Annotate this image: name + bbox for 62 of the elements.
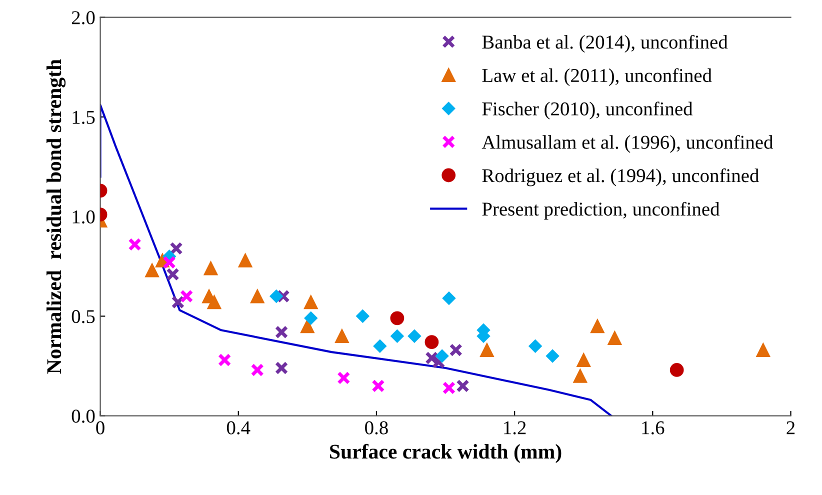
point	[670, 363, 684, 377]
x-tick-label: 0.8	[365, 421, 388, 434]
point	[480, 343, 494, 357]
legend-label: Present prediction, unconfined	[482, 202, 720, 220]
point	[171, 296, 185, 309]
point	[170, 242, 183, 256]
point	[180, 290, 194, 303]
x-tick-label: 1.6	[642, 421, 664, 434]
y-tick-label: 0.0	[72, 410, 95, 423]
point	[304, 312, 318, 325]
x-tick-label: 0.4	[226, 421, 250, 434]
point	[546, 349, 560, 363]
point	[270, 290, 283, 303]
y-tick-label: 2.0	[72, 11, 95, 24]
point	[250, 363, 264, 377]
point	[590, 319, 604, 334]
point	[250, 289, 264, 304]
point	[456, 379, 470, 393]
point	[356, 310, 370, 323]
point	[274, 361, 288, 375]
point	[274, 326, 288, 339]
point	[128, 238, 142, 252]
point	[390, 330, 404, 343]
point	[442, 292, 456, 305]
point	[218, 353, 232, 367]
point	[304, 295, 318, 310]
x-tick-label: 1.2	[504, 421, 526, 434]
point	[337, 371, 350, 385]
point	[276, 290, 290, 303]
legend-label: Law et al. (2011), unconfined	[482, 68, 712, 86]
point	[238, 253, 252, 268]
point	[608, 331, 622, 346]
point	[408, 330, 422, 343]
point	[390, 311, 404, 326]
point	[576, 353, 591, 367]
point	[162, 256, 176, 269]
y-axis-title: Normalized residual bond strength	[46, 59, 66, 374]
x-tick-label: 0	[96, 421, 104, 434]
point	[335, 329, 349, 344]
point	[573, 369, 588, 383]
point	[373, 339, 387, 353]
point	[435, 349, 449, 363]
legend-label: Almusallam et al. (1996), unconfined	[482, 134, 774, 153]
legend-label: Rodriguez et al. (1994), unconfined	[482, 168, 759, 186]
point	[528, 339, 542, 353]
legend-label: Fischer (2010), unconfined	[482, 102, 693, 120]
x-axis-title: Surface crack width (mm)	[330, 444, 562, 463]
point	[145, 263, 160, 278]
point	[424, 335, 439, 350]
point	[204, 261, 218, 276]
x-tick-label: 2	[786, 421, 795, 434]
point	[442, 381, 456, 395]
y-tick-label: 0.5	[72, 310, 95, 324]
legend-label: Banba et al. (2014), unconfined	[482, 34, 728, 53]
point	[756, 343, 770, 357]
point	[449, 343, 462, 357]
y-tick-label: 1.0	[72, 210, 95, 224]
point	[207, 295, 222, 310]
point	[166, 268, 180, 281]
point	[300, 319, 314, 334]
point	[372, 379, 385, 393]
y-tick-label: 1.5	[72, 110, 95, 124]
